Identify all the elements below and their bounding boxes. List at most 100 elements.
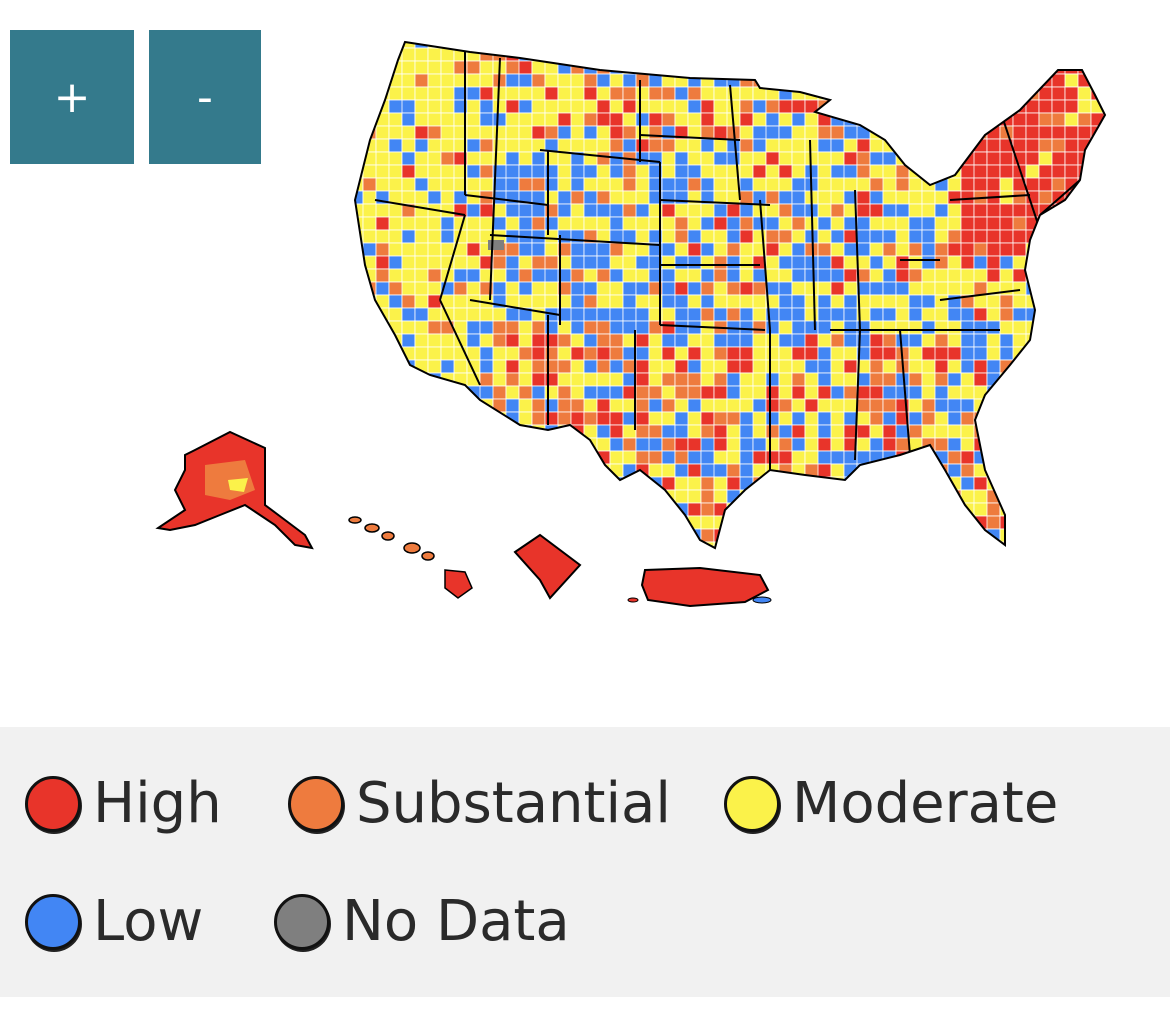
county-cell bbox=[869, 73, 884, 88]
county-cell bbox=[1038, 216, 1066, 231]
county-cell bbox=[687, 112, 702, 127]
county-cell bbox=[765, 190, 780, 205]
county-cell bbox=[791, 268, 806, 283]
county-cell bbox=[609, 463, 624, 478]
county-cell bbox=[479, 307, 494, 322]
county-cell bbox=[934, 502, 949, 517]
county-cell bbox=[765, 528, 780, 543]
county-cell bbox=[1090, 151, 1105, 166]
county-cell bbox=[1090, 281, 1105, 296]
county-cell bbox=[583, 125, 598, 140]
county-cell bbox=[1012, 515, 1040, 530]
county-cell bbox=[1090, 42, 1105, 49]
county-cell bbox=[1077, 281, 1105, 296]
county-cell bbox=[973, 320, 988, 335]
county-cell bbox=[1012, 450, 1040, 465]
county-cell bbox=[713, 424, 728, 439]
county-cell bbox=[908, 138, 923, 153]
county-cell bbox=[752, 47, 767, 62]
county-cell bbox=[986, 99, 1001, 114]
county-cell bbox=[401, 502, 429, 517]
county-cell bbox=[1038, 515, 1066, 530]
county-cell bbox=[1077, 60, 1092, 75]
county-cell bbox=[1077, 515, 1092, 530]
county-cell bbox=[856, 489, 871, 504]
county-cell bbox=[960, 359, 975, 374]
county-cell bbox=[700, 385, 715, 400]
county-cell bbox=[440, 229, 455, 244]
puerto-rico[interactable] bbox=[640, 566, 770, 608]
county-cell bbox=[518, 463, 546, 478]
county-cell bbox=[791, 125, 806, 140]
county-cell bbox=[1077, 320, 1105, 335]
county-cell bbox=[609, 398, 624, 413]
legend-item-high: High bbox=[25, 769, 222, 839]
county-cell bbox=[466, 450, 481, 465]
county-cell bbox=[1012, 47, 1027, 62]
county-cell bbox=[492, 320, 507, 335]
county-cell bbox=[648, 411, 663, 426]
county-cell bbox=[726, 60, 741, 75]
county-cell bbox=[375, 385, 403, 400]
zoom-out-button[interactable]: - bbox=[149, 30, 261, 164]
district-of-columbia[interactable] bbox=[513, 533, 582, 600]
county-cell bbox=[362, 489, 377, 504]
county-cell bbox=[492, 372, 507, 387]
county-cell bbox=[674, 424, 689, 439]
county-cell bbox=[908, 411, 923, 426]
state-border-line bbox=[854, 189, 861, 331]
county-cell bbox=[687, 385, 702, 400]
county-cell bbox=[752, 164, 767, 179]
county-cell bbox=[1103, 138, 1105, 153]
county-cell bbox=[355, 42, 364, 49]
county-cell bbox=[1103, 294, 1105, 309]
county-cell bbox=[908, 372, 923, 387]
county-cell bbox=[973, 125, 988, 140]
county-cell bbox=[817, 502, 845, 517]
no-data-county bbox=[488, 240, 504, 250]
county-cell bbox=[401, 242, 416, 257]
county-cell bbox=[791, 385, 806, 400]
county-cell bbox=[518, 502, 533, 517]
county-cell bbox=[557, 437, 572, 452]
county-cell bbox=[570, 99, 585, 114]
map-svg[interactable] bbox=[0, 0, 1170, 720]
county-cell bbox=[1025, 541, 1040, 548]
county-cell bbox=[700, 359, 715, 374]
county-map[interactable] bbox=[0, 0, 1170, 720]
county-cell bbox=[791, 541, 819, 548]
county-cell bbox=[921, 190, 936, 205]
county-cell bbox=[362, 60, 377, 75]
county-cell bbox=[700, 73, 715, 88]
zoom-in-button[interactable]: + bbox=[10, 30, 134, 164]
county-cell bbox=[362, 476, 377, 491]
county-cell bbox=[1038, 177, 1053, 192]
county-cell bbox=[1065, 555, 1078, 568]
county-cell bbox=[570, 528, 585, 543]
county-cell bbox=[609, 515, 624, 530]
county-cell bbox=[453, 489, 481, 504]
county-cell bbox=[570, 177, 585, 192]
county-cell bbox=[674, 281, 689, 296]
county-cell bbox=[804, 42, 819, 49]
state-border-line bbox=[469, 299, 561, 316]
county-cell bbox=[440, 528, 455, 543]
county-cell bbox=[1077, 346, 1105, 361]
county-cell bbox=[661, 164, 676, 179]
county-cell bbox=[466, 112, 481, 127]
county-cell bbox=[557, 398, 572, 413]
hawaii[interactable] bbox=[348, 516, 473, 599]
county-cell bbox=[830, 385, 845, 400]
county-cell bbox=[1090, 489, 1105, 504]
state-border-line bbox=[949, 194, 1031, 201]
county-cell bbox=[557, 60, 572, 75]
county-cell bbox=[466, 86, 481, 101]
county-cell bbox=[961, 555, 987, 568]
county-cell bbox=[1051, 398, 1079, 413]
county-cell bbox=[609, 502, 637, 517]
county-cell bbox=[960, 125, 975, 140]
county-cell bbox=[570, 502, 585, 517]
county-cell bbox=[934, 372, 949, 387]
county-cell bbox=[1090, 528, 1105, 543]
county-cell bbox=[427, 450, 442, 465]
